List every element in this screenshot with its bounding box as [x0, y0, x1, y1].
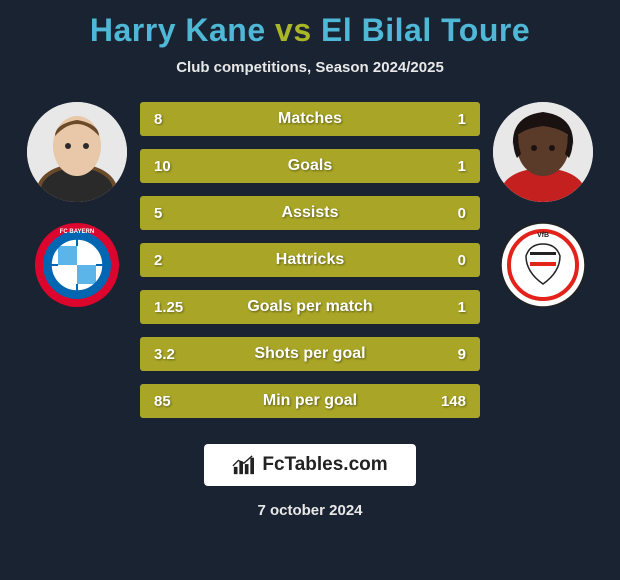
- footer-date: 7 october 2024: [257, 502, 362, 519]
- stat-label: Goals per match: [247, 298, 372, 316]
- stat-row: 85 Min per goal 148: [140, 384, 480, 418]
- stat-value-left: 8: [154, 111, 190, 128]
- stat-label: Shots per goal: [254, 345, 365, 363]
- stat-value-right: 1: [430, 111, 466, 128]
- comparison-card: Harry Kane vs El Bilal Toure Club compet…: [0, 0, 620, 580]
- stat-value-right: 1: [430, 158, 466, 175]
- stat-value-right: 0: [430, 205, 466, 222]
- svg-text:VfB: VfB: [537, 232, 549, 239]
- stat-row: 2 Hattricks 0: [140, 243, 480, 277]
- stat-value-right: 1: [430, 299, 466, 316]
- stat-value-left: 3.2: [154, 346, 190, 363]
- brand-badge[interactable]: FcTables.com: [204, 444, 415, 486]
- player2-name: El Bilal Toure: [321, 12, 530, 48]
- stat-value-right: 148: [430, 393, 466, 410]
- stat-label: Assists: [282, 204, 339, 222]
- svg-text:FC BAYERN: FC BAYERN: [60, 229, 94, 235]
- player1-column: FC BAYERN: [22, 102, 132, 308]
- stat-value-right: 9: [430, 346, 466, 363]
- stat-row: 1.25 Goals per match 1: [140, 290, 480, 324]
- bar-chart-icon: [232, 454, 254, 476]
- stat-value-left: 10: [154, 158, 190, 175]
- player2-club-badge: VfB: [500, 222, 586, 308]
- stat-row: 10 Goals 1: [140, 149, 480, 183]
- player1-club-badge: FC BAYERN: [34, 222, 120, 308]
- player1-avatar-svg: [27, 102, 127, 202]
- player2-avatar-svg: [493, 102, 593, 202]
- stats-column: 8 Matches 1 10 Goals 1 5 Assists 0 2 Hattricks 0 1.2…: [140, 102, 480, 418]
- stat-row: 3.2 Shots per goal 9: [140, 337, 480, 371]
- stat-value-left: 1.25: [154, 299, 190, 316]
- bayern-badge-svg: FC BAYERN: [34, 222, 120, 308]
- player1-avatar: [27, 102, 127, 202]
- stat-label: Min per goal: [263, 392, 357, 410]
- stat-row: 5 Assists 0: [140, 196, 480, 230]
- main-row: FC BAYERN 8Matches110Goals15Assists02Hat…: [10, 102, 610, 418]
- stat-label: Goals: [288, 157, 332, 175]
- stat-row: 8 Matches 1: [140, 102, 480, 136]
- stat-value-right: 0: [430, 252, 466, 269]
- stat-value-left: 5: [154, 205, 190, 222]
- stat-label: Matches: [278, 110, 342, 128]
- stuttgart-badge-svg: VfB: [500, 222, 586, 308]
- brand-text: FcTables.com: [262, 454, 387, 476]
- page-title: Harry Kane vs El Bilal Toure: [90, 12, 530, 49]
- subtitle: Club competitions, Season 2024/2025: [176, 59, 444, 76]
- stat-value-left: 2: [154, 252, 190, 269]
- stat-value-left: 85: [154, 393, 190, 410]
- player2-avatar: [493, 102, 593, 202]
- player2-column: VfB: [488, 102, 598, 308]
- stat-label: Hattricks: [276, 251, 344, 269]
- player1-name: Harry Kane: [90, 12, 266, 48]
- vs-word: vs: [275, 12, 312, 48]
